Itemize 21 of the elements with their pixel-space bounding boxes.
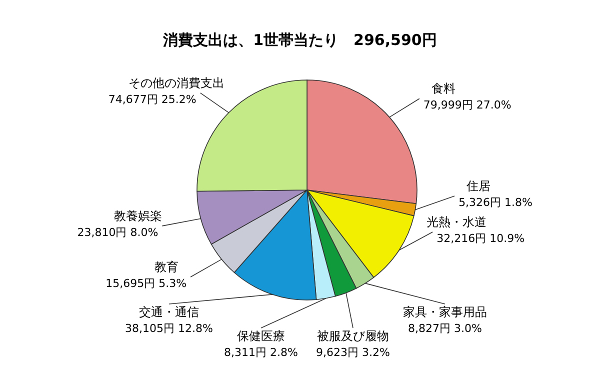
slice-label: 教養娯楽 [114,208,162,223]
data-label: 79,999円 27.0% [423,98,512,112]
slice-label: 家具・家事用品 [403,305,487,319]
slice-label: 光熱・水道 [426,215,487,229]
data-label: 23,810円 8.0% [77,226,158,239]
data-label: 5,326円 1.8% [458,196,533,209]
data-label: 15,695円 5.3% [106,276,187,290]
data-label: 38,105円 12.8% [125,322,213,335]
slice-label: 教育 [154,260,179,274]
data-label: 32,216円 10.9% [436,232,525,245]
data-label: 8,311円 2.8% [224,346,298,359]
data-label: 8,827円 3.0% [408,322,482,335]
slice-label: 交通・通信 [139,305,199,319]
chart-title: 消費支出は、1世帯当たり 296,590円 [162,31,437,49]
slice-label: 住居 [466,179,491,193]
slice-label: 被服及び履物 [317,329,389,343]
slice-label: 食料 [431,82,456,96]
slice-label: その他の消費支出 [128,76,224,90]
data-label: 74,677円 25.2% [108,92,196,106]
slice-label: 保健医療 [237,329,285,343]
data-label: 9,623円 3.2% [316,346,390,359]
